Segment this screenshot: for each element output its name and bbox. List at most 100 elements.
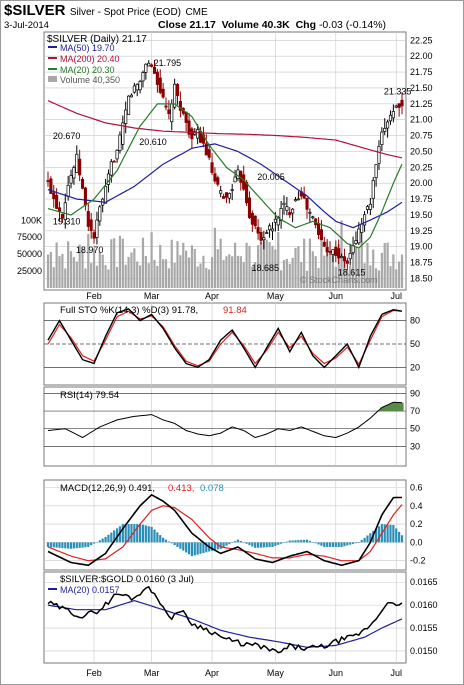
- macd-histogram-bar: [265, 542, 268, 548]
- candle-body: [397, 103, 401, 108]
- volume-bar: [282, 260, 286, 288]
- volume-bar: [288, 263, 291, 288]
- macd-histogram-bar: [254, 542, 257, 548]
- candle-body: [175, 84, 180, 97]
- volume-bar: [196, 266, 199, 288]
- volume-bar: [202, 255, 205, 288]
- macd-histogram-bar: [285, 541, 288, 543]
- macd-histogram-bar: [280, 542, 283, 544]
- macd-histogram-bar: [331, 542, 335, 547]
- price-tick-label: 19.25: [410, 226, 433, 236]
- macd-histogram-bar: [398, 531, 401, 543]
- price-tick-label: 21.50: [410, 83, 433, 93]
- volume-bar: [225, 256, 228, 288]
- macd-histogram-bar: [199, 542, 202, 554]
- candle-body: [374, 164, 378, 178]
- volume-bar: [233, 242, 237, 288]
- candle-body: [219, 190, 223, 194]
- price-annotation: 18.685: [251, 263, 279, 273]
- candle-body: [72, 167, 76, 179]
- macd-histogram-bar: [210, 542, 214, 551]
- volume-bar: [78, 244, 81, 288]
- macd-histogram-bar: [294, 540, 297, 543]
- volume-bar: [262, 238, 265, 288]
- macd-histogram-bar: [334, 542, 337, 547]
- macd-histogram-bar: [320, 542, 323, 546]
- ratio-ma-swatch: [48, 588, 57, 590]
- candle-body: [161, 88, 165, 98]
- candle-body: [152, 66, 157, 74]
- volume-bar: [254, 261, 257, 288]
- volume-bar: [337, 244, 340, 288]
- price-annotation: 21.795: [154, 58, 182, 68]
- candle-body: [325, 247, 329, 253]
- macd-histogram-bar: [392, 525, 395, 543]
- candle-body: [63, 202, 67, 221]
- month-label: Feb: [86, 668, 102, 678]
- rsi-tick-label: 70: [410, 406, 420, 416]
- month-label: Jul: [390, 668, 402, 678]
- macd-histogram-bar: [271, 542, 274, 547]
- candle-body: [308, 211, 312, 214]
- candle-body: [55, 194, 59, 209]
- month-label: Apr: [205, 291, 219, 301]
- volume-bar: [360, 241, 363, 288]
- candle-body: [173, 83, 177, 108]
- ratio-ma-legend: MA(20) 0.0157: [60, 585, 120, 595]
- candle-body: [135, 84, 139, 91]
- macd-histogram-bar: [366, 535, 369, 543]
- price-tick-label: 18.75: [410, 258, 433, 268]
- volume-bar: [398, 261, 401, 288]
- close-label: Close: [158, 19, 187, 31]
- macd-histogram-bar: [156, 532, 159, 543]
- candle-body: [207, 149, 211, 158]
- volume-bar: [317, 268, 320, 288]
- volume-bar: [115, 266, 119, 288]
- volume-bar: [320, 237, 323, 288]
- date: 3-Jul-2014: [4, 20, 49, 31]
- macd-histogram-bar: [141, 524, 145, 543]
- macd-histogram-bar: [236, 539, 240, 543]
- candle-body: [322, 241, 326, 247]
- candle-body: [196, 129, 200, 139]
- macd-histogram-bar: [167, 541, 170, 543]
- month-label: Mar: [144, 668, 160, 678]
- volume-bar: [222, 260, 225, 288]
- candle-body: [388, 114, 393, 122]
- volume-bar: [239, 256, 242, 288]
- macd-histogram-bar: [182, 542, 185, 551]
- candle-body: [46, 180, 50, 182]
- macd-histogram-bar: [90, 542, 93, 546]
- volume-bar: [156, 265, 159, 288]
- candle-body: [190, 128, 194, 140]
- price-tick-label: 22.25: [410, 35, 433, 45]
- candle-body: [383, 127, 387, 132]
- macd-histogram-bar: [193, 542, 196, 556]
- candle-body: [400, 99, 404, 107]
- volume-bar: [228, 254, 231, 288]
- close-value: 21.17: [189, 19, 216, 31]
- price-tick-label: 20.75: [410, 131, 433, 141]
- macd-tick-label: 0.6: [410, 482, 423, 492]
- macd-histogram-bar: [233, 541, 237, 543]
- price-annotation: 20.005: [257, 172, 285, 182]
- candle-body: [112, 160, 116, 163]
- volume-bar: [354, 247, 358, 288]
- volume-bar: [164, 259, 168, 288]
- volume-bar: [346, 270, 349, 288]
- month-label: Mar: [144, 291, 160, 301]
- macd-histogram-bar: [173, 542, 176, 546]
- stoch-d-line: [47, 309, 403, 367]
- candle-body: [293, 199, 298, 202]
- volume-bar: [72, 257, 76, 288]
- candle-body: [291, 208, 295, 214]
- volume-bar: [285, 258, 288, 288]
- candle-body: [337, 248, 341, 259]
- month-label: Jun: [329, 668, 344, 678]
- month-label: Feb: [86, 291, 102, 301]
- macd-histogram-bar: [354, 542, 358, 544]
- macd-histogram-bar: [231, 542, 234, 543]
- volume-bar: [101, 254, 104, 288]
- candle-body: [129, 94, 134, 98]
